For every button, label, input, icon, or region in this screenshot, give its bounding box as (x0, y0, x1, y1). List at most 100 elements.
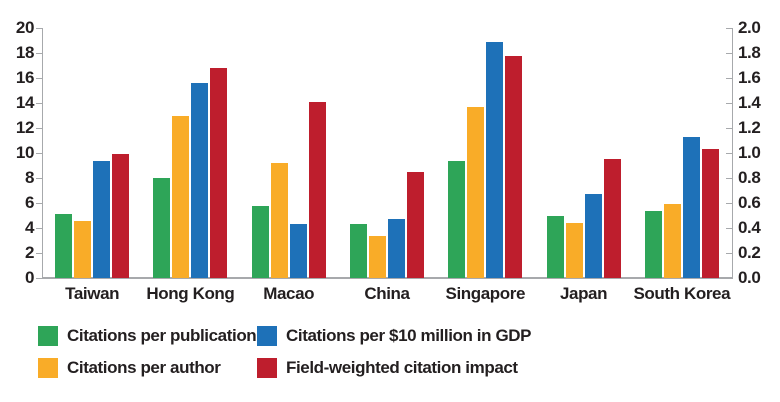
y-axis-left-label: 4 (24, 218, 34, 237)
y-axis-left-tick (36, 253, 42, 254)
y-axis-left-tick (36, 228, 42, 229)
y-axis-left-tick (36, 153, 42, 154)
bar-series0-hong-kong (153, 178, 171, 278)
bar-series3-macao (308, 101, 326, 278)
bar-group-south-korea (633, 28, 731, 278)
x-axis-label-japan: Japan (559, 284, 608, 303)
y-axis-left-label: 18 (15, 43, 35, 62)
bar-series3-taiwan (112, 154, 130, 278)
bar-series1-taiwan (74, 220, 92, 278)
y-axis-right-label: 0.2 (738, 243, 761, 262)
y-axis-line-left (42, 28, 43, 278)
legend-label: Citations per author (67, 358, 221, 377)
y-axis-right-tick (726, 103, 732, 104)
y-axis-line-right (732, 28, 733, 278)
y-axis-right-tick (726, 128, 732, 129)
bar-series3-south-korea (701, 149, 719, 278)
bar-series3-china (406, 171, 424, 278)
bar-series0-japan (546, 215, 564, 278)
y-axis-right-label: 1.4 (738, 93, 761, 112)
y-axis-left-label: 8 (24, 168, 34, 187)
y-axis-right-tick (726, 228, 732, 229)
y-axis-left-label: 12 (15, 118, 35, 137)
y-axis-right-tick (726, 278, 732, 279)
y-axis-right-tick (726, 153, 732, 154)
legend-label: Field-weighted citation impact (286, 358, 518, 377)
bar-series3-hong-kong (210, 68, 228, 278)
y-axis-left-tick (36, 103, 42, 104)
bar-series2-macao (289, 224, 307, 278)
legend-item-citations-per-10-million-in-gdp: Citations per $10 million in GDP (257, 326, 531, 346)
y-axis-right-tick (726, 28, 732, 29)
y-axis-right-tick (726, 78, 732, 79)
legend-swatch-icon (38, 358, 58, 378)
legend-swatch-icon (257, 326, 277, 346)
y-axis-right-label: 1.2 (738, 118, 761, 137)
bar-series0-south-korea (644, 210, 662, 278)
bar-series0-singapore (448, 160, 466, 278)
bar-group-china (338, 28, 436, 278)
legend-item-field-weighted-citation-impact: Field-weighted citation impact (257, 358, 531, 378)
y-axis-left-label: 0 (24, 268, 34, 287)
bar-series1-hong-kong (172, 115, 190, 278)
y-axis-right-tick (726, 53, 732, 54)
y-axis-right-tick (726, 178, 732, 179)
bar-series2-taiwan (93, 160, 111, 278)
bar-series1-japan (565, 223, 583, 278)
bar-series2-japan (584, 194, 602, 278)
bar-series3-singapore (505, 55, 523, 278)
bar-series2-singapore (486, 41, 504, 278)
y-axis-left-label: 10 (15, 143, 35, 162)
legend-label: Citations per $10 million in GDP (286, 326, 532, 345)
legend-swatch-icon (257, 358, 277, 378)
bar-group-hong-kong (141, 28, 239, 278)
y-axis-right-label: 1.0 (738, 143, 761, 162)
bar-series0-china (349, 224, 367, 278)
y-axis-left-tick (36, 53, 42, 54)
bar-series0-macao (251, 205, 269, 278)
legend-item-citations-per-publication: Citations per publication (38, 326, 257, 346)
y-axis-right-label: 1.8 (738, 43, 761, 62)
y-axis-right-label: 0.0 (738, 268, 761, 287)
bar-series1-singapore (467, 106, 485, 278)
y-axis-right-label: 0.4 (738, 218, 761, 237)
bar-group-macao (240, 28, 338, 278)
bar-series3-japan (603, 159, 621, 278)
y-axis-right-label: 2.0 (738, 18, 761, 37)
y-axis-left-tick (36, 178, 42, 179)
y-axis-left-tick (36, 28, 42, 29)
y-axis-right-label: 0.6 (738, 193, 761, 212)
x-axis-label-macao: Macao (263, 284, 315, 303)
y-axis-right-label: 0.8 (738, 168, 761, 187)
y-axis-left-tick (36, 278, 42, 279)
legend-label: Citations per publication (67, 326, 257, 345)
bar-series2-china (387, 219, 405, 278)
bar-series1-macao (270, 163, 288, 278)
bar-group-singapore (436, 28, 534, 278)
bar-group-japan (534, 28, 632, 278)
x-axis-label-hong-kong: Hong Kong (146, 284, 235, 303)
y-axis-left-label: 2 (24, 243, 34, 262)
x-axis-label-china: China (364, 284, 410, 303)
x-axis-label-taiwan: Taiwan (65, 284, 120, 303)
x-axis-labels: Taiwan Hong Kong Macao China Singapore Japan S… (43, 284, 731, 304)
y-axis-left-label: 14 (15, 93, 35, 112)
y-axis-left-label: 16 (15, 68, 35, 87)
y-axis-left-tick (36, 203, 42, 204)
bar-group-taiwan (43, 28, 141, 278)
y-axis-right-label: 1.6 (738, 68, 761, 87)
y-axis-right-tick (726, 203, 732, 204)
bar-series2-hong-kong (191, 83, 209, 278)
chart-legend: Citations per publication Citations per a… (38, 326, 531, 378)
legend-swatch-icon (38, 326, 58, 346)
x-axis-label-singapore: Singapore (445, 284, 526, 303)
plot-area (43, 28, 731, 278)
y-axis-right-tick (726, 253, 732, 254)
bar-series2-south-korea (682, 136, 700, 278)
legend-item-citations-per-author: Citations per author (38, 358, 257, 378)
y-axis-left-label: 6 (24, 193, 34, 212)
x-axis-label-south-korea: South Korea (633, 284, 731, 303)
x-axis-line (42, 277, 733, 279)
y-axis-left-label: 20 (15, 18, 35, 37)
